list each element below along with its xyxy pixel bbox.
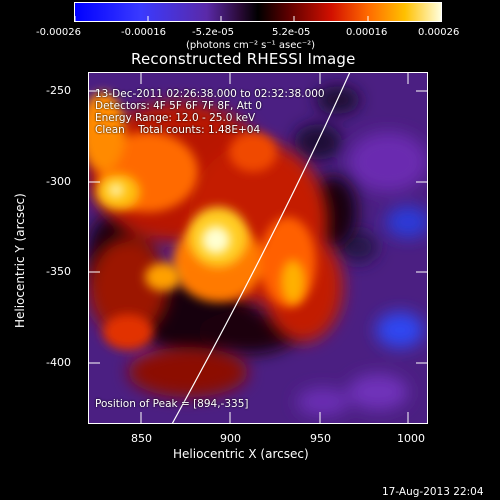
colorbar-units: (photons cm⁻² s⁻¹ asec⁻²) (186, 40, 316, 51)
colorbar (74, 2, 442, 22)
y-tick-label: -300 (46, 175, 71, 188)
detectors-text: Detectors: 4F 5F 6F 7F 8F, Att 0 (95, 100, 262, 112)
energy-range-text: Energy Range: 12.0 - 25.0 keV (95, 112, 256, 124)
y-axis-label: Heliocentric Y (arcsec) (13, 193, 27, 328)
y-tick-label: -350 (46, 265, 71, 278)
plot-title: Reconstructed RHESSI Image (131, 50, 356, 68)
time-range-text: 13-Dec-2011 02:26:38.000 to 02:32:38.000 (95, 88, 325, 100)
colorbar-tick: 5.2e-05 (272, 27, 311, 38)
rhessi-image (88, 72, 428, 424)
peak-position-text: Position of Peak = [894,-335] (95, 398, 249, 410)
x-tick-label: 900 (220, 432, 241, 445)
colorbar-tick: -0.00016 (121, 27, 166, 38)
colorbar-tick: 0.00016 (346, 27, 388, 38)
clean-counts-text: Clean Total counts: 1.48E+04 (95, 124, 261, 136)
x-tick-label: 1000 (397, 432, 425, 445)
x-tick-label: 850 (131, 432, 152, 445)
x-tick-label: 950 (310, 432, 331, 445)
footer-date: 17-Aug-2013 22:04 (382, 486, 484, 498)
y-tick-label: -250 (46, 84, 71, 97)
y-tick-label: -400 (46, 356, 71, 369)
colorbar-tick: -0.00026 (36, 27, 81, 38)
colorbar-tick: -5.2e-05 (192, 27, 234, 38)
colorbar-tick: 0.00026 (418, 27, 460, 38)
x-axis-label: Heliocentric X (arcsec) (173, 447, 309, 461)
